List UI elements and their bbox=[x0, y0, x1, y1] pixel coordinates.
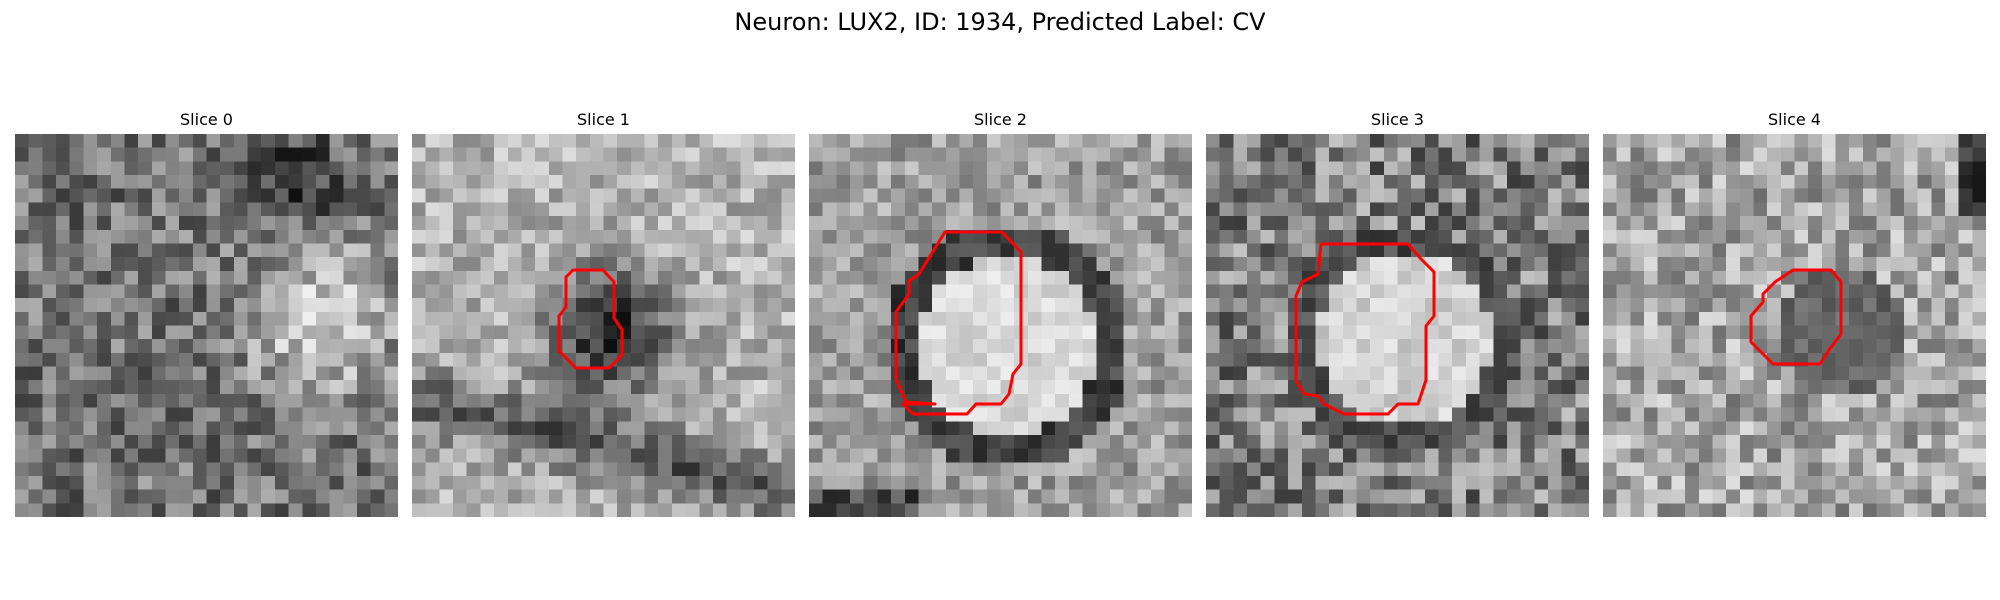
slice-title: Slice 0 bbox=[180, 110, 233, 129]
segmentation-contour-layer bbox=[1294, 242, 1436, 416]
segmentation-contour bbox=[1749, 268, 1843, 366]
slice-panel-0: Slice 0 bbox=[15, 110, 398, 517]
slice-panel-3: Slice 3 bbox=[1206, 110, 1589, 517]
slice-image bbox=[412, 134, 795, 517]
slice-image bbox=[809, 134, 1192, 517]
slice-panel-1: Slice 1 bbox=[412, 110, 795, 517]
slice-panel-4: Slice 4 bbox=[1603, 110, 1986, 517]
slice-title: Slice 3 bbox=[1371, 110, 1424, 129]
slice-title: Slice 2 bbox=[974, 110, 1027, 129]
figure-title: Neuron: LUX2, ID: 1934, Predicted Label:… bbox=[734, 8, 1266, 36]
segmentation-contour bbox=[894, 230, 1023, 416]
segmentation-contour-layer bbox=[1749, 268, 1843, 366]
segmentation-contour-layer bbox=[557, 268, 624, 370]
segmentation-contour-layer bbox=[894, 230, 1023, 416]
slice-panel-2: Slice 2 bbox=[809, 110, 1192, 517]
slice-image bbox=[15, 134, 398, 517]
slice-title: Slice 4 bbox=[1768, 110, 1821, 129]
segmentation-contour bbox=[1294, 242, 1436, 416]
slice-image bbox=[1603, 134, 1986, 517]
segmentation-contour-layer bbox=[15, 134, 398, 517]
segmentation-contour bbox=[557, 268, 624, 370]
slice-image bbox=[1206, 134, 1589, 517]
slice-title: Slice 1 bbox=[577, 110, 630, 129]
